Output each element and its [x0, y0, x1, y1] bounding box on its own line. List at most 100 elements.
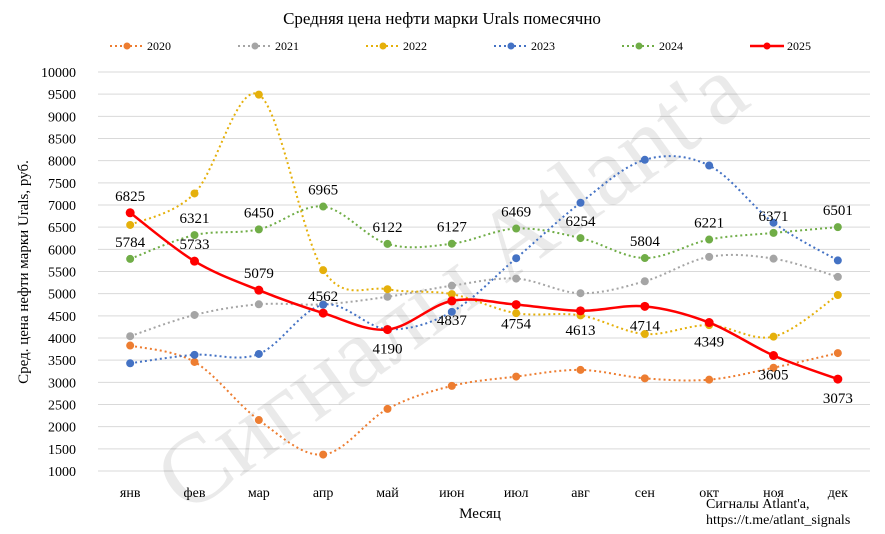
data-point [126, 359, 135, 368]
legend-item-2020: 2020 [110, 39, 171, 53]
legend-marker [635, 42, 643, 50]
data-point [383, 239, 392, 248]
x-tick-label: июн [439, 486, 465, 501]
series-2021 [126, 252, 842, 341]
data-label: 3073 [823, 391, 853, 407]
y-tick-label: 1000 [48, 465, 76, 480]
x-tick-label: авг [571, 486, 590, 501]
data-label: 3605 [759, 368, 789, 384]
data-point [833, 223, 842, 232]
series-line-2021 [129, 253, 839, 338]
data-point [576, 198, 585, 207]
series-2024: 5784 6321 6450 6965 6122 6127 6469 6254 5804 6221… [115, 183, 853, 263]
legend-label: 2023 [531, 39, 555, 53]
data-point [254, 225, 263, 234]
data-point [705, 235, 714, 244]
data-point [447, 239, 456, 248]
data-point [190, 357, 199, 366]
y-tick-label: 9500 [48, 88, 76, 103]
legend-marker [251, 42, 259, 50]
y-tick-label: 5000 [48, 288, 76, 303]
legend-marker [123, 42, 131, 50]
series-2025: 6825 5733 5079 4562 4190 4837 4754 4613 4714 4349… [115, 189, 853, 407]
data-point [254, 90, 263, 99]
data-point [126, 254, 135, 263]
y-tick-label: 7500 [48, 177, 76, 192]
data-point [576, 234, 585, 243]
y-tick-label: 10000 [41, 66, 76, 81]
data-point [126, 341, 135, 350]
x-tick-label: дек [828, 486, 848, 501]
data-point [447, 290, 456, 299]
data-point [576, 289, 585, 298]
data-point [769, 351, 778, 361]
data-point [319, 266, 328, 275]
y-tick-label: 6500 [48, 221, 76, 236]
data-point [769, 254, 778, 263]
data-point [576, 306, 585, 316]
data-label: 4613 [566, 323, 596, 339]
data-point [705, 161, 714, 170]
data-point [640, 301, 650, 311]
y-tick-label: 6000 [48, 243, 76, 258]
data-point [705, 252, 714, 261]
x-tick-label: янв [120, 486, 141, 501]
data-point [833, 256, 842, 265]
data-label: 5804 [630, 234, 661, 250]
data-point [576, 365, 585, 374]
x-tick-label: ноя [763, 486, 784, 501]
y-tick-label: 8500 [48, 133, 76, 148]
data-label: 4190 [373, 342, 403, 358]
data-label: 6122 [373, 220, 403, 236]
data-point [447, 281, 456, 290]
data-point [190, 231, 199, 240]
data-label: 5079 [244, 266, 274, 282]
data-point [769, 332, 778, 341]
data-point [254, 349, 263, 358]
data-label: 6965 [308, 183, 338, 199]
data-point [640, 254, 649, 263]
footer-line-1: Сигналы Atlant'a, [706, 497, 810, 512]
data-point [511, 300, 521, 310]
data-point [833, 349, 842, 358]
data-point [190, 310, 199, 319]
data-point [769, 218, 778, 227]
data-label: 4837 [437, 313, 468, 329]
data-point [190, 256, 199, 266]
data-label: 4349 [694, 335, 724, 351]
legend-marker [507, 42, 515, 50]
data-point [125, 208, 135, 218]
legend-label: 2025 [787, 39, 811, 53]
y-tick-label: 3500 [48, 354, 76, 369]
y-tick-label: 4000 [48, 332, 76, 347]
data-label: 4754 [501, 317, 532, 333]
y-tick-label: 8000 [48, 155, 76, 170]
data-label: 6501 [823, 203, 853, 219]
data-point [319, 300, 328, 309]
x-tick-label: июл [504, 486, 529, 501]
y-tick-label: 4500 [48, 310, 76, 325]
legend-marker [763, 42, 771, 50]
data-point [254, 416, 263, 425]
data-point [705, 375, 714, 384]
data-point [640, 374, 649, 383]
legend-label: 2022 [403, 39, 427, 53]
data-label: 5733 [180, 237, 210, 253]
x-tick-label: сен [635, 486, 656, 501]
y-tick-label: 1500 [48, 443, 76, 458]
y-tick-label: 2000 [48, 421, 76, 436]
x-tick-label: фев [184, 486, 206, 501]
x-tick-label: мар [248, 486, 270, 501]
data-label: 4714 [630, 318, 661, 334]
y-tick-label: 7000 [48, 199, 76, 214]
x-tick-label: май [376, 486, 399, 501]
series-line-2023 [130, 155, 839, 365]
data-label: 4562 [308, 289, 338, 305]
data-point [126, 332, 135, 341]
data-label: 6254 [566, 214, 597, 230]
x-tick-label: апр [313, 486, 334, 501]
data-label: 5784 [115, 235, 146, 251]
series-line-2024 [129, 205, 838, 260]
